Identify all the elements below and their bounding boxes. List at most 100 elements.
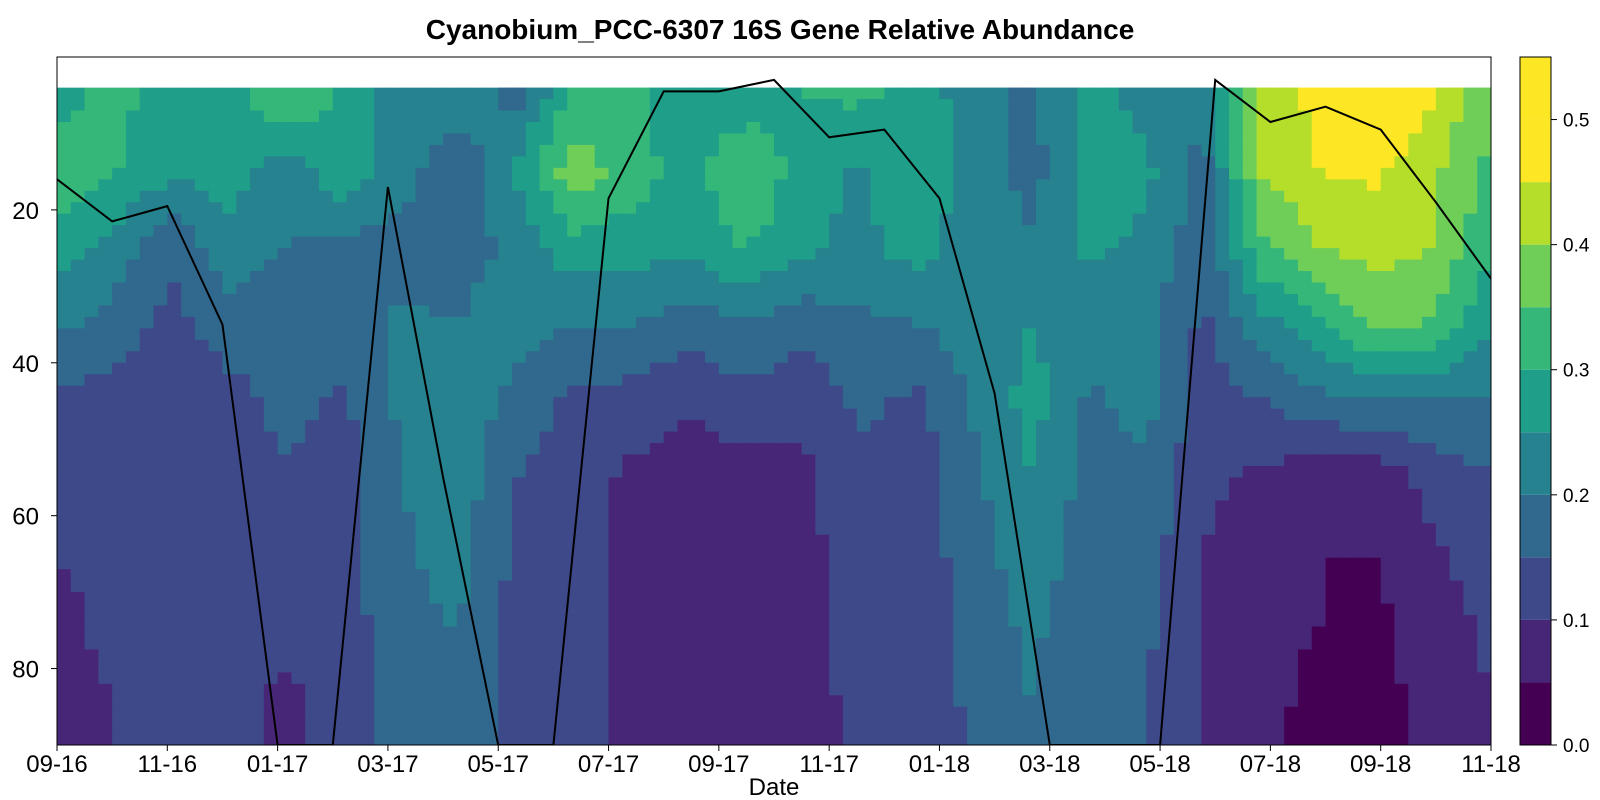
- contour-cell: [691, 454, 706, 467]
- contour-cell: [649, 626, 665, 639]
- contour-cell: [1022, 213, 1037, 226]
- contour-cell: [925, 248, 941, 261]
- contour-cell: [277, 339, 293, 352]
- contour-cell: [925, 144, 941, 157]
- contour-cell: [1366, 408, 1382, 421]
- contour-cell: [884, 626, 899, 639]
- contour-cell: [1297, 133, 1313, 146]
- contour-cell: [360, 202, 375, 215]
- contour-cell: [236, 110, 251, 123]
- contour-cell: [70, 259, 86, 272]
- contour-cell: [1408, 569, 1423, 582]
- contour-cell: [1049, 488, 1065, 501]
- contour-cell: [649, 202, 665, 215]
- contour-cell: [774, 488, 789, 501]
- contour-cell: [939, 523, 954, 536]
- contour-cell: [1160, 454, 1175, 467]
- contour-cell: [305, 431, 320, 444]
- contour-cell: [925, 420, 941, 433]
- contour-cell: [636, 569, 651, 582]
- contour-cell: [125, 282, 141, 295]
- contour-cell: [208, 385, 224, 398]
- contour-cell: [222, 488, 237, 501]
- contour-cell: [1449, 443, 1465, 456]
- contour-cell: [1077, 133, 1092, 146]
- contour-cell: [1366, 328, 1382, 341]
- contour-cell: [925, 534, 941, 547]
- contour-cell: [884, 465, 899, 479]
- contour-cell: [842, 523, 858, 536]
- contour-cell: [539, 546, 554, 559]
- contour-cell: [774, 202, 789, 215]
- contour-cell: [677, 580, 692, 593]
- contour-cell: [911, 110, 927, 123]
- contour-cell: [746, 431, 761, 444]
- contour-cell: [470, 408, 486, 421]
- contour-cell: [1339, 385, 1354, 398]
- contour-cell: [1201, 408, 1216, 421]
- contour-cell: [1339, 534, 1354, 547]
- contour-cell: [1077, 225, 1092, 238]
- contour-cell: [1008, 626, 1023, 639]
- contour-cell: [484, 511, 499, 524]
- contour-cell: [236, 603, 251, 616]
- contour-cell: [305, 420, 320, 433]
- contour-cell: [732, 362, 748, 375]
- contour-cell: [112, 282, 127, 295]
- contour-cell: [1063, 121, 1078, 135]
- contour-cell: [125, 351, 141, 364]
- contour-cell: [580, 477, 596, 490]
- contour-cell: [277, 477, 293, 490]
- contour-cell: [1215, 133, 1230, 146]
- contour-cell: [870, 592, 885, 605]
- contour-cell: [1477, 339, 1491, 352]
- contour-cell: [332, 557, 348, 570]
- contour-cell: [760, 580, 775, 593]
- contour-cell: [1380, 569, 1396, 582]
- contour-cell: [443, 179, 458, 192]
- contour-cell: [1408, 603, 1423, 616]
- contour-cell: [663, 133, 679, 146]
- contour-cell: [842, 511, 858, 524]
- contour-cell: [746, 592, 761, 605]
- contour-cell: [1311, 523, 1327, 536]
- contour-cell: [167, 316, 182, 329]
- contour-cell: [374, 615, 389, 628]
- contour-cell: [1035, 523, 1051, 536]
- contour-cell: [801, 603, 816, 616]
- contour-cell: [401, 615, 417, 628]
- contour-cell: [443, 443, 458, 456]
- contour-cell: [1132, 557, 1147, 570]
- contour-cell: [512, 316, 527, 329]
- contour-cell: [663, 271, 679, 284]
- contour-cell: [1215, 305, 1230, 318]
- contour-cell: [181, 454, 196, 467]
- contour-cell: [580, 339, 596, 352]
- contour-cell: [429, 477, 444, 490]
- contour-cell: [1270, 569, 1285, 582]
- contour-cell: [456, 328, 472, 341]
- contour-cell: [594, 454, 610, 467]
- contour-cell: [1256, 167, 1271, 180]
- contour-cell: [167, 259, 182, 272]
- contour-cell: [842, 293, 858, 307]
- contour-cell: [1408, 477, 1423, 490]
- contour-cell: [842, 385, 858, 398]
- contour-cell: [1173, 511, 1189, 524]
- contour-cell: [167, 592, 182, 605]
- contour-cell: [1146, 179, 1161, 192]
- contour-cell: [98, 328, 113, 341]
- contour-cell: [1229, 328, 1244, 341]
- contour-cell: [1311, 592, 1327, 605]
- contour-cell: [360, 615, 375, 628]
- contour-cell: [663, 615, 679, 628]
- contour-cell: [98, 431, 113, 444]
- contour-cell: [1256, 615, 1271, 628]
- contour-cell: [608, 87, 623, 100]
- contour-cell: [1325, 500, 1340, 513]
- contour-cell: [305, 328, 320, 341]
- contour-cell: [663, 385, 679, 398]
- contour-cell: [774, 144, 789, 157]
- contour-cell: [594, 385, 610, 398]
- contour-cell: [84, 156, 99, 169]
